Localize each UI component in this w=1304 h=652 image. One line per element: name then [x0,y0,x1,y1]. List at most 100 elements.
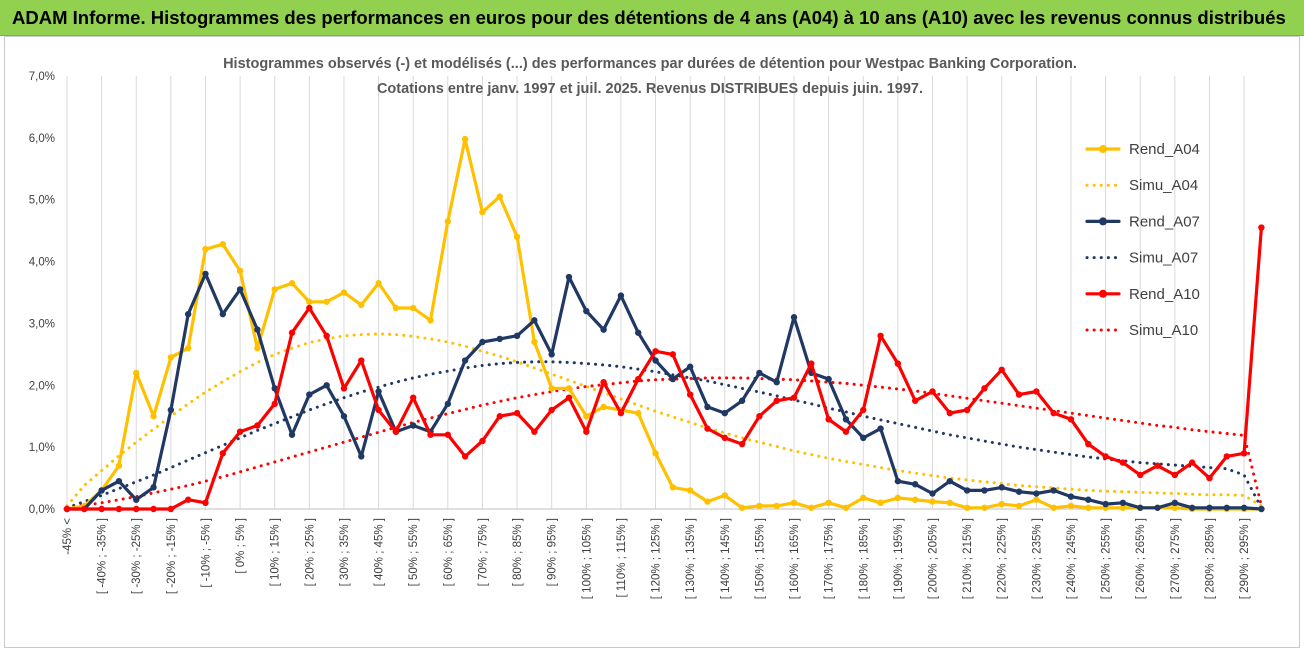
x-tick-label: [ 40% ; 45% ] [374,518,386,586]
data-point [773,378,780,386]
x-tick-label: [ 250% ; 255% ] [1101,518,1113,599]
data-point [531,338,538,346]
y-tick-label: 1,0% [29,442,55,454]
data-point [1258,505,1265,513]
series-Simu_A04 [65,332,1263,508]
data-point [1171,499,1179,507]
data-point [479,208,486,216]
data-point [877,499,884,507]
x-tick-label: [ 160% ; 165% ] [789,518,801,599]
data-point [669,484,677,491]
banner-title: ADAM Informe. Histogrammes des performan… [0,0,1304,36]
data-point [133,505,140,513]
data-point [721,409,728,417]
x-tick-label: -45% < [62,518,74,555]
data-point [254,326,261,333]
data-point [98,505,105,513]
chart-frame [4,36,1300,648]
data-point [963,504,971,511]
data-point [1067,416,1075,423]
x-tick-label: [ 170% ; 175% ] [824,518,836,599]
data-point [1015,488,1023,495]
data-point [617,292,625,299]
data-point [461,135,469,143]
x-tick-label: [ 70% ; 75% ] [477,518,489,586]
data-point [963,406,971,414]
data-point [219,310,226,318]
data-point [150,484,157,491]
x-tick-label: [ 280% ; 285% ] [1204,518,1216,599]
data-point [513,409,521,417]
data-point [496,193,503,200]
x-tick-label: [ -40% ; -35% ] [97,518,109,594]
series-Simu_A10 [65,376,1263,510]
data-point [686,391,694,398]
data-point [167,505,175,513]
data-point [236,267,244,275]
y-tick-label: 6,0% [29,133,55,145]
legend-marker [1099,145,1107,153]
data-point [219,241,226,248]
y-tick-label: 2,0% [29,380,55,392]
series-Rend_A04 [65,137,1264,511]
data-point [1119,459,1127,466]
data-point [81,505,88,513]
series-Rend_A10 [65,226,1264,511]
data-point [202,270,209,278]
data-point [981,385,988,392]
data-point [1050,504,1057,511]
data-point [1188,459,1196,466]
data-point [565,273,573,281]
x-tick-label: [ 10% ; 15% ] [270,518,282,586]
legend-label: Rend_A10 [1129,286,1200,303]
data-point [1085,440,1092,448]
data-point [946,409,954,417]
data-point [479,437,486,445]
data-point [479,338,486,346]
data-point [115,477,123,485]
data-point [202,246,209,253]
data-point [652,348,659,355]
data-point [1223,504,1230,511]
data-point [583,307,590,315]
data-point [1137,471,1144,479]
data-point [323,298,330,305]
data-point [860,494,867,502]
data-point [254,344,261,352]
x-tick-label: [ 90% ; 95% ] [547,518,559,586]
data-point [410,422,417,429]
data-point [565,385,573,392]
data-point [1223,453,1230,460]
data-point [375,280,382,287]
data-point [340,385,348,392]
data-point [392,304,400,312]
data-point [773,502,780,510]
legend-background [1046,122,1276,358]
x-tick-label: [ 100% ; 105% ] [581,518,593,599]
data-point [358,357,365,364]
x-tick-label: [ 120% ; 125% ] [651,518,663,599]
data-point [410,304,417,312]
x-tick-label: [ 20% ; 25% ] [304,518,316,586]
data-point [825,499,832,507]
data-point [704,403,711,411]
data-point [150,413,157,420]
data-point [115,462,123,469]
data-point [531,317,538,324]
data-point [427,317,434,324]
data-point [1067,493,1075,500]
data-point [306,391,313,398]
data-point [1015,391,1023,398]
x-tick-label: [ 240% ; 245% ] [1066,518,1078,599]
legend-label: Simu_A04 [1129,177,1198,194]
data-point [323,332,330,339]
data-point [686,363,694,370]
data-point [202,499,209,507]
data-point [911,481,919,488]
data-point [1240,450,1248,457]
data-point [583,428,590,435]
data-point [1119,504,1127,511]
x-tick-label: [ 140% ; 145% ] [720,518,732,599]
data-point [756,413,763,420]
